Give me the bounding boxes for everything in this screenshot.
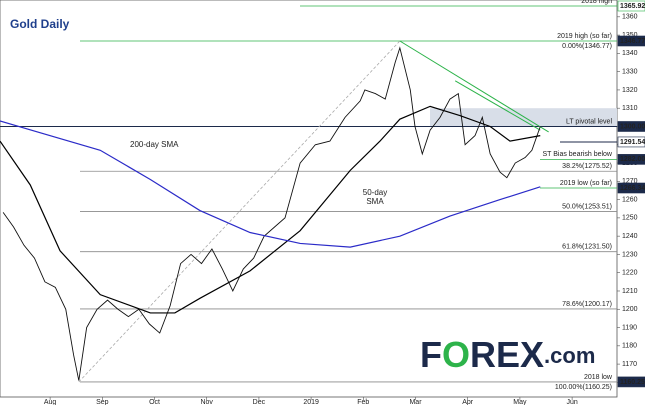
y-tick-label: 1170 bbox=[622, 361, 637, 368]
axis-label: 1291.54 bbox=[620, 139, 645, 146]
y-tick-label: 1180 bbox=[622, 343, 637, 350]
level-text: 38.2%(1275.52) bbox=[562, 163, 612, 170]
level-text: 2019 high (so far) bbox=[557, 33, 612, 40]
axis-label-box bbox=[617, 376, 645, 388]
x-tick-label: Feb bbox=[357, 399, 369, 405]
x-tick-label: 2019 bbox=[303, 399, 319, 405]
y-tick-label: 1320 bbox=[622, 87, 638, 94]
trendline bbox=[78, 40, 401, 383]
sma-line bbox=[0, 105, 541, 314]
y-tick-label: 1360 bbox=[622, 14, 638, 21]
axis-label-box bbox=[617, 121, 645, 132]
axis-label-box bbox=[617, 0, 645, 12]
y-tick-label: 1270 bbox=[622, 178, 638, 185]
chart-title: Gold Daily bbox=[10, 17, 70, 31]
y-tick-label: 1260 bbox=[622, 196, 638, 203]
axis-label-box bbox=[617, 154, 645, 165]
axis-label: 1266.34 bbox=[620, 185, 645, 192]
logo-part: O bbox=[442, 334, 470, 375]
y-tick-label: 1250 bbox=[622, 215, 638, 222]
x-tick-label: Jun bbox=[566, 399, 577, 405]
y-tick-label: 1220 bbox=[622, 270, 638, 277]
x-tick-label: May bbox=[513, 399, 527, 405]
logo-part: F bbox=[420, 334, 442, 375]
axis-label: 1282.00 bbox=[620, 156, 645, 163]
x-tick-label: Nov bbox=[200, 399, 213, 405]
x-tick-label: Sep bbox=[96, 399, 109, 405]
axis-label: 1365.92 bbox=[620, 3, 645, 10]
y-tick-label: 1240 bbox=[622, 233, 638, 240]
y-tick-label: 1330 bbox=[622, 68, 638, 75]
x-tick-label: Mar bbox=[409, 399, 422, 405]
y-tick-label: 1350 bbox=[622, 32, 638, 39]
level-text: 50.0%(1253.51) bbox=[562, 203, 612, 210]
level-text: ST Bias bearish below bbox=[542, 151, 612, 158]
plot-frame bbox=[0, 0, 618, 398]
x-tick-label: Apr bbox=[462, 399, 474, 405]
level-text: 61.8%(1231.50) bbox=[562, 244, 612, 251]
y-tick-label: 1200 bbox=[622, 306, 638, 313]
trendline bbox=[454, 80, 541, 131]
axis-label: 1160.25 bbox=[620, 379, 645, 386]
annotation: 200-day SMA bbox=[130, 140, 179, 149]
sma-line bbox=[0, 120, 541, 248]
level-text: 78.6%(1200.17) bbox=[562, 301, 612, 308]
axis-label-box bbox=[617, 136, 645, 148]
axis-label: 1300.00 bbox=[620, 123, 645, 130]
logo-part: REX bbox=[470, 334, 544, 375]
level-text: 2018 low bbox=[584, 374, 613, 381]
logo-part: .com bbox=[544, 343, 595, 368]
level-text: 100.00%(1160.25) bbox=[555, 384, 612, 391]
axis-label-box bbox=[617, 182, 645, 194]
annotation: SMA bbox=[366, 197, 384, 206]
y-tick-label: 1230 bbox=[622, 251, 638, 258]
axis-label-box bbox=[617, 35, 645, 47]
annotation: 50-day bbox=[363, 188, 387, 197]
y-tick-label: 1340 bbox=[622, 50, 638, 57]
logo: FOREX.com bbox=[420, 334, 595, 375]
level-text: LT pivotal level bbox=[566, 118, 612, 125]
y-tick-label: 1190 bbox=[622, 324, 637, 331]
y-tick-label: 1210 bbox=[622, 288, 638, 295]
y-tick-label: 1310 bbox=[622, 105, 638, 112]
level-text: 2019 low (so far) bbox=[560, 180, 612, 187]
x-tick-label: Oct bbox=[149, 399, 160, 405]
level-text: 0.00%(1346.77) bbox=[562, 43, 612, 50]
axis-label: 1346.77 bbox=[620, 38, 645, 45]
price-line bbox=[2, 46, 541, 381]
x-tick-label: Aug bbox=[44, 399, 57, 405]
trendline bbox=[399, 40, 549, 133]
level-text: 2018 high bbox=[581, 0, 612, 5]
x-tick-label: Dec bbox=[253, 399, 266, 405]
